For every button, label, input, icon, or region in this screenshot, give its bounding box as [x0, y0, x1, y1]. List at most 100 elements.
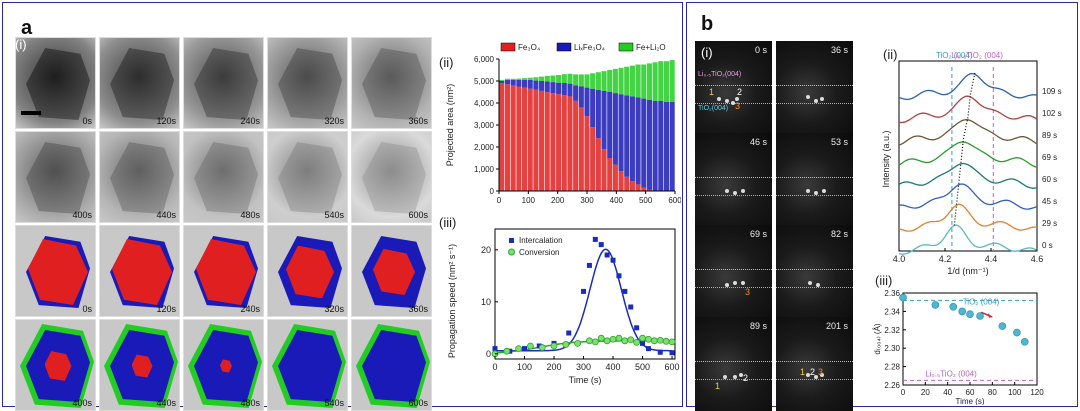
lattice-line-top: [695, 361, 772, 362]
tem-frame: 600s: [351, 131, 432, 223]
bar-segment: [658, 61, 664, 101]
bar-segment: [539, 90, 545, 191]
time-label: 400s: [72, 210, 92, 220]
trace-time-label: 69 s: [1042, 153, 1057, 162]
conversion-point: [615, 334, 623, 342]
lattice-line-top: [695, 269, 772, 270]
particle-number-label: 1: [709, 87, 715, 97]
bar-segment: [607, 70, 613, 92]
bright-spot: [725, 283, 729, 287]
tem-frame: 540s: [267, 131, 348, 223]
hrtem-frame: 46 s: [695, 133, 772, 227]
bar-segment: [567, 83, 573, 97]
particle-shape: [278, 142, 342, 214]
bar-segment: [504, 78, 511, 80]
bar-segment: [567, 96, 573, 191]
bar-segment: [624, 95, 630, 177]
bar-segment: [646, 99, 652, 190]
d-spacing-chart: TiO₂ (004) Li₀.₅TiO₂ (004) 2.26 2.28 2.30 2.3…: [873, 289, 1044, 405]
bar-segment: [516, 78, 522, 80]
x-tick-label: 600: [668, 196, 681, 205]
particle-shape: [26, 48, 90, 120]
bar-segment: [612, 164, 618, 191]
y-tick-label: 0: [490, 187, 495, 196]
bright-spot: [814, 191, 818, 195]
conversion-point: [586, 337, 593, 345]
lattice-label-bottom: TiO₂(004): [698, 105, 729, 112]
phase-map-frame: 120s: [99, 225, 180, 317]
particle-number-label: 3: [818, 367, 824, 377]
bar-segment: [556, 75, 562, 83]
bar-segment: [652, 100, 658, 191]
time-label: 480s: [240, 398, 260, 408]
time-label: 360s: [408, 116, 428, 126]
trace-time-label: 45 s: [1042, 197, 1057, 206]
bar-segment: [646, 63, 652, 100]
bright-spot: [806, 373, 810, 377]
time-label: 36 s: [830, 45, 848, 55]
y-tick-label: 2.32: [884, 326, 900, 335]
conversion-point: [662, 337, 670, 345]
y-tick-label: 2.30: [884, 344, 900, 353]
bar-segment: [595, 72, 601, 90]
hrtem-frame: 0 s Li₀.₅TiO₂(004) TiO₂(004) 1 2 3: [695, 41, 772, 135]
time-label: 320s: [324, 304, 344, 314]
bar-segment: [618, 94, 624, 172]
conversion-point: [645, 335, 652, 343]
d-spacing-point: [1013, 328, 1021, 337]
bright-spot: [733, 281, 737, 285]
time-label: 89 s: [749, 321, 767, 331]
bar-segment: [669, 60, 675, 102]
time-label: 46 s: [749, 137, 767, 147]
bar-segment: [601, 149, 607, 191]
bar-segment: [544, 75, 550, 82]
bar-segment: [550, 93, 556, 191]
hrtem-frame: 69 s 3: [695, 225, 772, 319]
bar-segment: [561, 82, 567, 96]
d-spacing-point: [931, 301, 940, 309]
x-tick-label: 200: [551, 196, 565, 205]
lattice-line-bottom: [776, 195, 853, 196]
time-label: 600s: [408, 398, 428, 408]
bar-segment: [561, 74, 567, 83]
particle-number-label: 2: [743, 373, 749, 383]
bar-segment: [601, 71, 607, 91]
conversion-point: [668, 338, 676, 346]
bar-segment: [573, 74, 579, 86]
bar-segment: [527, 88, 533, 191]
intensity-trace: [898, 72, 1038, 101]
bar-segment: [652, 62, 658, 101]
x-tick-label: 0: [901, 388, 906, 397]
particle-shape: [362, 142, 426, 214]
intensity-trace: [898, 203, 1038, 232]
phase-map-frame: 480s: [183, 319, 264, 411]
panel-b-label: b: [701, 13, 714, 35]
bar-segment: [658, 100, 664, 191]
time-label: 120s: [156, 116, 176, 126]
bar-segment: [646, 189, 652, 191]
d-spacing-point: [958, 307, 966, 316]
x-tick-label: 400: [610, 196, 624, 205]
y-tick-label: 10: [481, 297, 491, 307]
panel-a-sub-iii: (iii): [439, 215, 457, 230]
bar-segment: [584, 116, 590, 191]
bar-segment: [624, 176, 630, 191]
time-label: 540s: [324, 398, 344, 408]
conversion-point: [597, 334, 605, 342]
tem-frame: 440s: [99, 131, 180, 223]
lattice-line-bottom: [695, 379, 772, 380]
intercalation-point: [645, 346, 651, 352]
trace-time-label: 0 s: [1042, 241, 1053, 250]
d-spacing-point: [998, 322, 1007, 330]
x-tick-label: 200: [547, 362, 562, 372]
panel-a: a (i) 0s 120s 240s 320s 360s 400s 440s 480s 540s…: [2, 2, 683, 411]
time-label: 440s: [156, 210, 176, 220]
phase-map-frame: 360s: [351, 225, 432, 317]
d-spacing-point: [976, 312, 984, 320]
bar-segment: [590, 73, 596, 89]
lattice-line-bottom: [695, 195, 772, 196]
conversion-point: [656, 336, 664, 344]
particle-shape: [362, 48, 426, 120]
bar-segment: [533, 77, 539, 81]
